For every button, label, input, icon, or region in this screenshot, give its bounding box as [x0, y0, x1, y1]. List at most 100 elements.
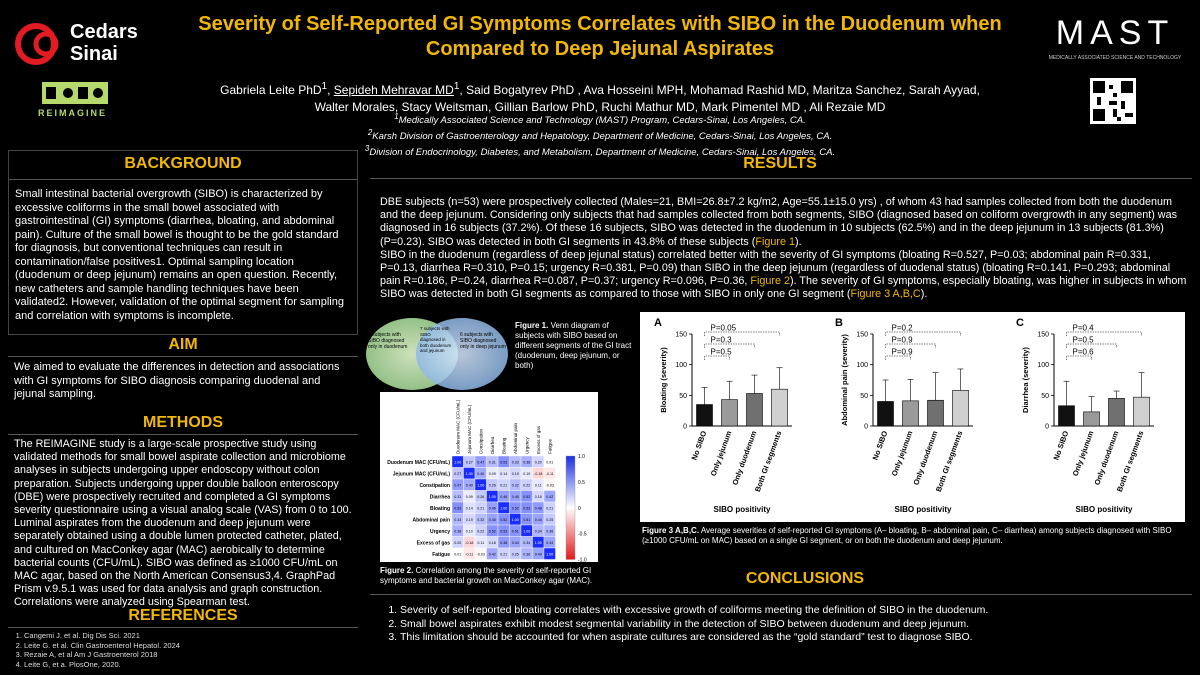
- y-tick-label: 0: [683, 424, 687, 431]
- heatmap-cell-value: 0.31: [489, 460, 496, 464]
- heatmap-colorbar: [565, 455, 576, 560]
- panel-letter: C: [1016, 317, 1024, 329]
- figure1-caption: Figure 1. Venn diagram of subjects with …: [515, 321, 632, 370]
- heatmap-row-label: Duodenum MAC (CFU/mL): [387, 460, 450, 466]
- heatmap-cell-value: -0.11: [465, 552, 473, 556]
- methods-section: METHODS The REIMAGINE study is a large-s…: [8, 414, 358, 608]
- logo-line1: Cedars: [70, 21, 138, 43]
- methods-heading: METHODS: [143, 414, 223, 431]
- panel-letter: B: [835, 317, 843, 329]
- heatmap-cell-value: 0.52: [523, 495, 530, 499]
- figure3-caption: Figure 3 A,B,C. Average severities of se…: [642, 526, 1172, 545]
- heatmap-cell-value: 0.53: [454, 506, 461, 510]
- heatmap-cell-value: 0.14: [500, 472, 507, 476]
- heatmap-cell-value: 0.47: [477, 460, 484, 464]
- heatmap-cell-value: 0.22: [477, 529, 484, 533]
- x-tick-label: Only jejunum: [1071, 429, 1096, 477]
- heatmap-cell-value: 0.19: [466, 518, 473, 522]
- heatmap-cell-value: 0.25: [546, 518, 553, 522]
- heatmap-cell-value: 0.52: [500, 518, 507, 522]
- heatmap-column-label: Bloating: [501, 437, 506, 454]
- heatmap-cell-value: 0.32: [512, 483, 519, 487]
- colorbar-tick-label: 1.0: [578, 454, 585, 460]
- x-tick-label: Only duodenum: [1092, 429, 1120, 486]
- y-tick-label: 100: [856, 362, 868, 369]
- y-axis-label: Bloating (severity): [659, 347, 668, 413]
- heatmap-cell-value: 1.00: [546, 552, 553, 556]
- p-value-label: P=0.9: [892, 348, 914, 357]
- heatmap-cell-value: -0.18: [465, 541, 473, 545]
- reference-item: Leite G, et a. PlosOne, 2020.: [24, 660, 358, 670]
- p-value-bracket: [1066, 343, 1117, 348]
- bar: [1108, 398, 1125, 427]
- x-tick-label: Only duodenum: [730, 429, 758, 486]
- p-value-bracket: [1066, 355, 1092, 360]
- x-axis-label: SIBO positivity: [1076, 505, 1133, 514]
- venn-jejunum-circle: [416, 318, 508, 390]
- heatmap-cell-value: 0.10: [523, 472, 530, 476]
- y-tick-label: 0: [864, 424, 868, 431]
- heatmap-cell-value: 0.01: [454, 552, 461, 556]
- heatmap-cell-value: 0.33: [512, 460, 519, 464]
- x-tick-label: Only duodenum: [911, 429, 939, 486]
- bar: [952, 390, 969, 427]
- heatmap-cell-value: 1.00: [454, 460, 461, 464]
- heatmap-row-label: Diarrhea: [430, 494, 451, 500]
- heatmap-cell-value: 0.52: [512, 506, 519, 510]
- figure2-caption: Figure 2. Correlation among the severity…: [380, 566, 593, 585]
- reference-item: Leite G. et al. Clin Gastroenterol Hepat…: [24, 641, 358, 651]
- x-tick-label: No SIBO: [871, 429, 890, 461]
- bar: [1133, 396, 1150, 427]
- references-section: REFERENCES Cangemi J. et al. Dig Dis Sci…: [8, 607, 358, 671]
- colorbar-tick-label: 0.5: [578, 480, 585, 486]
- heatmap-cell-value: 0.21: [477, 506, 484, 510]
- heatmap-cell-value: 0.45: [512, 495, 519, 499]
- heatmap-cell-value: 1.00: [466, 472, 473, 476]
- venn-right-label: 6 subjects with SIBO diagnosed only in d…: [460, 332, 506, 350]
- p-value-label: P=0.4: [1073, 324, 1095, 333]
- x-tick-label: Both GI segments: [1115, 430, 1145, 493]
- x-axis-label: SIBO positivity: [895, 505, 952, 514]
- heatmap-column-label: Diarrhea: [490, 436, 495, 454]
- heatmap-cell-value: 0.32: [477, 518, 484, 522]
- venn-mid-label: 7 subjects with SIBO diagnosed in both d…: [420, 326, 452, 353]
- correlation-heatmap: Duodenum MAC (CFU/mL) Jejunum MAC (CFU/mL…: [380, 392, 598, 564]
- poster-title: Severity of Self-Reported GI Symptoms Co…: [198, 13, 1002, 60]
- heatmap-cell-value: 0.21: [546, 506, 553, 510]
- aim-text: We aimed to evaluate the differences in …: [14, 361, 340, 400]
- bar: [902, 400, 919, 427]
- panel-letter: A: [654, 317, 662, 329]
- heatmap-cell-value: 0.10: [466, 529, 473, 533]
- heatmap-row-label: Fatigue: [432, 552, 450, 558]
- colorbar-tick-label: 0: [578, 506, 581, 512]
- y-tick-label: 150: [675, 332, 687, 339]
- background-heading: BACKGROUND: [124, 155, 242, 172]
- conclusions-list: Severity of self-reported bloating corre…: [380, 604, 1180, 645]
- heatmap-cell-value: 0.09: [489, 472, 496, 476]
- heatmap-cell-value: 1.00: [500, 506, 507, 510]
- p-value-bracket: [704, 331, 780, 336]
- x-tick-label: No SIBO: [1052, 429, 1071, 461]
- heatmap-cell-value: 0.45: [489, 518, 496, 522]
- heatmap-cell-value: 0.11: [477, 541, 484, 545]
- author-list: Gabriela Leite PhD1, Sepideh Mehravar MD…: [220, 81, 980, 114]
- conclusion-item: Small bowel aspirates exhibit modest seg…: [400, 618, 1180, 632]
- p-value-bracket: [885, 343, 936, 348]
- p-value-label: P=0.9: [892, 336, 914, 345]
- background-text: Small intestinal bacterial overgrowth (S…: [15, 188, 344, 322]
- bar-charts-figure3: A 0 50 100 150 Bloating (severity) No SIBO Only…: [640, 312, 1185, 522]
- y-tick-label: 50: [679, 393, 687, 400]
- heatmap-cell-value: 0.40: [477, 472, 484, 476]
- heatmap-cell-value: 0.34: [535, 529, 542, 533]
- heatmap-cell-value: 0.40: [466, 483, 473, 487]
- heatmap-row-label: Excess of gas: [417, 540, 451, 546]
- heatmap-cell-value: 0.44: [512, 541, 519, 545]
- y-tick-label: 100: [1037, 362, 1049, 369]
- y-tick-label: 150: [1037, 332, 1049, 339]
- heatmap-cell-value: 0.18: [535, 495, 542, 499]
- heatmap-row-label: Constipation: [419, 483, 450, 489]
- bar: [771, 388, 788, 427]
- heatmap-cell-value: -0.03: [477, 552, 485, 556]
- heatmap-cell-value: 0.44: [546, 541, 553, 545]
- x-tick-label: Both GI segments: [753, 430, 783, 493]
